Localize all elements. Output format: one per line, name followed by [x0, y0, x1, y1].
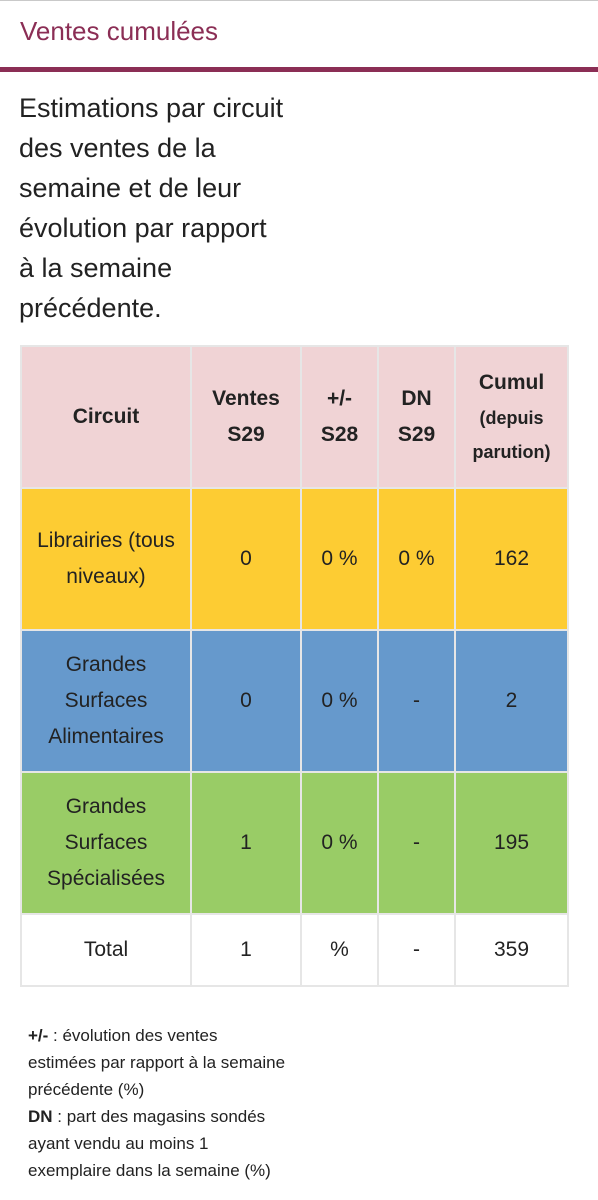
- cell-circuit: Grandes Surfaces Spécialisées: [20, 771, 192, 915]
- header-ventes: Ventes S29: [190, 345, 302, 489]
- cell-evolution: 0 %: [300, 487, 379, 631]
- cell-dn: -: [377, 629, 456, 773]
- table-total-row: Total 1 % - 359: [20, 913, 569, 987]
- table-header-row: Circuit Ventes S29 +/- S28 DN S29 Cumul …: [20, 345, 569, 489]
- header-cumul-sub: (depuis parution): [472, 408, 551, 462]
- cell-evolution: 0 %: [300, 629, 379, 773]
- intro-text: Estimations par circuit des ventes de la…: [19, 93, 284, 323]
- cell-circuit: Grandes Surfaces Alimentaires: [20, 629, 192, 773]
- cell-ventes: 0: [190, 487, 302, 631]
- legend: +/- : évolution des ventes estimées par …: [28, 1022, 288, 1184]
- legend-dn-term: DN: [28, 1107, 53, 1126]
- cell-ventes: 1: [190, 771, 302, 915]
- table-row: Grandes Surfaces Spécialisées 1 0 % - 19…: [20, 771, 569, 915]
- cell-cumul: 162: [454, 487, 569, 631]
- legend-evolution-text: : évolution des ventes estimées par rapp…: [28, 1026, 286, 1099]
- header-evolution: +/- S28: [300, 345, 379, 489]
- table-row: Librairies (tous niveaux) 0 0 % 0 % 162: [20, 487, 569, 631]
- total-cumul: 359: [454, 913, 569, 987]
- header-cumul-label: Cumul: [478, 371, 545, 394]
- sales-table: Circuit Ventes S29 +/- S28 DN S29 Cumul …: [20, 345, 569, 987]
- cell-dn: -: [377, 771, 456, 915]
- header-circuit: Circuit: [20, 345, 192, 489]
- cell-dn: 0 %: [377, 487, 456, 631]
- title-divider: [0, 67, 598, 72]
- legend-evolution-term: +/-: [28, 1026, 49, 1045]
- total-evolution: %: [300, 913, 379, 987]
- header-dn: DN S29: [377, 345, 456, 489]
- table-row: Grandes Surfaces Alimentaires 0 0 % - 2: [20, 629, 569, 773]
- section-title: Ventes cumulées: [20, 16, 219, 46]
- cell-cumul: 2: [454, 629, 569, 773]
- top-border: [0, 0, 598, 4]
- cell-ventes: 0: [190, 629, 302, 773]
- cell-cumul: 195: [454, 771, 569, 915]
- total-ventes: 1: [190, 913, 302, 987]
- total-circuit: Total: [20, 913, 192, 987]
- total-dn: -: [377, 913, 456, 987]
- header-cumul: Cumul (depuis parution): [454, 345, 569, 489]
- cell-evolution: 0 %: [300, 771, 379, 915]
- legend-dn-text: : part des magasins sondés ayant vendu a…: [28, 1107, 271, 1180]
- cell-circuit: Librairies (tous niveaux): [20, 487, 192, 631]
